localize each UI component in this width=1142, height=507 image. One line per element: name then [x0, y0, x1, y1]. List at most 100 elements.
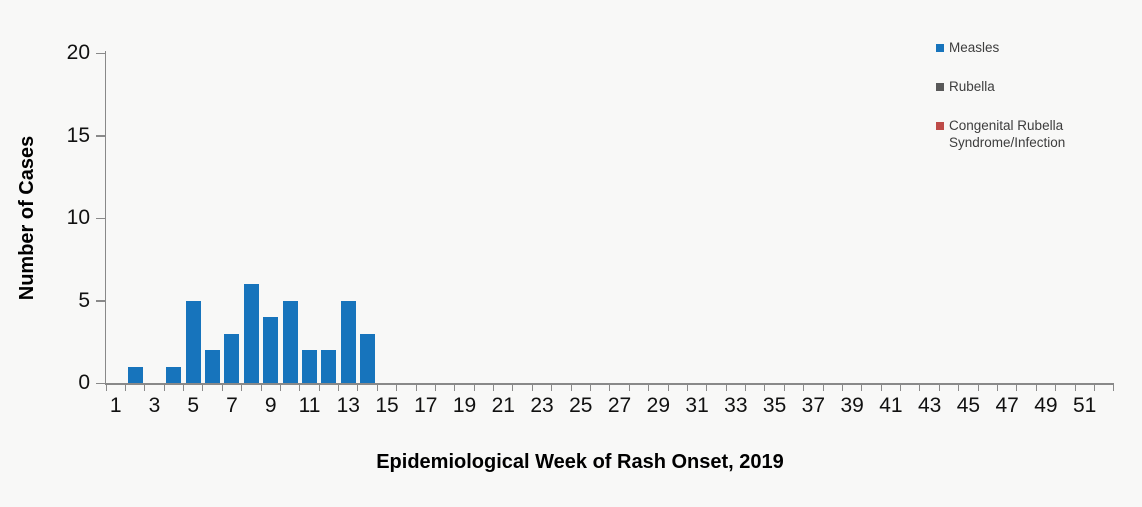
x-tick [841, 384, 843, 391]
bar-measles-week-14 [360, 333, 376, 383]
x-axis-title: Epidemiological Week of Rash Onset, 2019 [376, 451, 784, 473]
x-tick [1016, 384, 1018, 391]
legend-item-label: Rubella [949, 79, 995, 94]
legend-color-swatch [936, 83, 944, 91]
legend: Measles Rubella Congenital Rubella Syndrom… [936, 39, 1116, 173]
legend-item-label: Measles [949, 40, 1000, 55]
x-tick [105, 384, 107, 391]
x-tick-label: 1 [109, 394, 122, 417]
legend-color-swatch [936, 122, 944, 130]
x-tick [241, 384, 243, 391]
x-tick-label: 7 [226, 394, 238, 417]
y-tick [96, 382, 106, 384]
bar-measles-week-10 [282, 300, 298, 383]
bar-measles-week-5 [185, 300, 201, 383]
y-tick [96, 217, 106, 219]
x-tick-label: 13 [336, 394, 360, 417]
x-tick [861, 384, 863, 391]
x-tick [1035, 384, 1037, 391]
x-tick [667, 384, 669, 391]
x-tick-label: 45 [956, 394, 981, 417]
x-tick-label: 49 [1034, 394, 1058, 417]
x-tick [919, 384, 921, 391]
x-tick-label: 51 [1073, 394, 1097, 417]
x-tick [396, 384, 398, 391]
x-tick-label: 9 [264, 394, 277, 417]
x-tick-label: 37 [801, 394, 826, 417]
x-tick [183, 384, 185, 391]
legend-item: Congenital Rubella Syndrome/Infection [936, 117, 1116, 151]
y-tick-label: 0 [78, 371, 90, 394]
x-tick [124, 384, 126, 391]
x-tick [338, 384, 340, 391]
x-tick [958, 384, 960, 391]
x-tick [1093, 384, 1095, 391]
x-tick [648, 384, 650, 391]
x-tick-label: 47 [995, 394, 1019, 417]
x-tick-label: 29 [646, 394, 670, 417]
x-tick [900, 384, 902, 391]
x-tick [745, 384, 747, 391]
legend-color-swatch [936, 44, 944, 52]
x-tick [493, 384, 495, 391]
x-tick-label: 11 [298, 394, 321, 417]
x-tick [299, 384, 301, 391]
x-tick [144, 384, 146, 391]
y-tick-label: 10 [66, 206, 90, 229]
bar-measles-week-6 [205, 350, 221, 383]
bar-measles-week-9 [263, 317, 279, 383]
x-tick [512, 384, 514, 391]
bar-measles-week-2 [127, 366, 143, 383]
x-tick [764, 384, 766, 391]
legend-item: Measles [936, 39, 1116, 56]
x-tick [1055, 384, 1057, 391]
x-tick-label: 33 [724, 394, 748, 417]
x-tick [880, 384, 882, 391]
x-tick [590, 384, 591, 391]
y-tick-label: 15 [66, 123, 90, 147]
bar-measles-week-13 [340, 300, 356, 383]
x-tick [279, 384, 281, 391]
bar-measles-week-8 [243, 284, 259, 383]
x-tick-label: 41 [879, 394, 903, 417]
x-tick-label: 19 [452, 394, 477, 417]
x-tick [686, 384, 688, 391]
x-tick [434, 384, 436, 391]
x-tick [822, 384, 824, 391]
x-tick [551, 384, 553, 391]
x-tick [260, 384, 262, 391]
x-tick [473, 384, 475, 391]
x-tick [415, 384, 417, 391]
x-tick-label: 43 [917, 394, 942, 417]
x-tick-label: 21 [491, 394, 515, 417]
x-tick-label: 3 [148, 394, 161, 417]
x-tick [803, 384, 805, 391]
x-tick-label: 23 [530, 394, 554, 417]
y-tick [96, 300, 106, 302]
x-tick-label: 31 [685, 394, 709, 417]
x-tick [1113, 384, 1115, 391]
x-tick-label: 17 [414, 394, 438, 417]
x-axis-line [104, 383, 1114, 385]
bar-measles-week-12 [321, 350, 337, 383]
x-tick [938, 384, 940, 391]
x-tick-label: 39 [840, 394, 864, 417]
x-tick-label: 25 [569, 394, 593, 417]
x-tick [570, 384, 572, 391]
x-tick [996, 384, 998, 391]
x-tick [376, 384, 378, 391]
y-tick [96, 135, 106, 137]
x-tick [454, 384, 456, 391]
y-tick [96, 52, 106, 54]
y-tick-label: 20 [66, 41, 90, 64]
x-tick-label: 15 [375, 394, 399, 417]
x-tick [783, 384, 785, 391]
x-tick-label: 27 [607, 394, 632, 417]
x-tick [202, 384, 204, 391]
legend-item: Rubella [936, 78, 1116, 95]
bar-measles-week-11 [301, 350, 317, 383]
x-tick [609, 384, 611, 391]
x-tick [1074, 384, 1076, 391]
x-tick [221, 384, 223, 391]
